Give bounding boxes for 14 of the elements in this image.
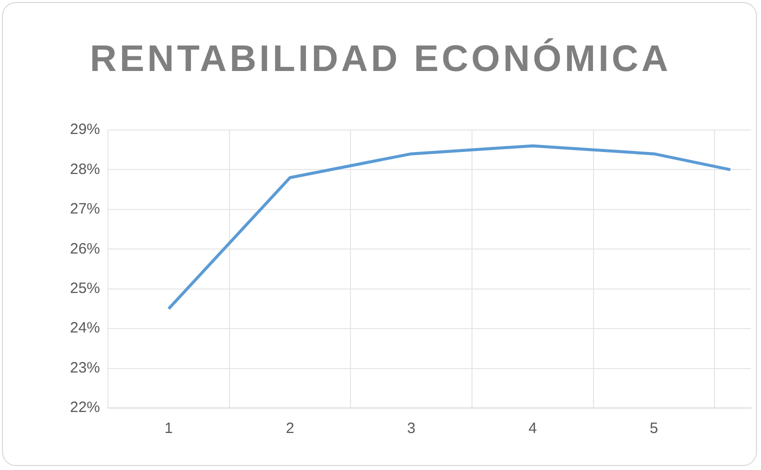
y-tick-label: 22%: [70, 399, 100, 416]
y-tick-label: 24%: [70, 320, 100, 337]
y-tick-label: 25%: [70, 280, 100, 297]
y-tick-label: 23%: [70, 359, 100, 376]
x-tick-label: 4: [528, 420, 537, 438]
chart-title: RENTABILIDAD ECONÓMICA: [88, 38, 672, 80]
x-tick-label: 3: [407, 420, 416, 438]
x-tick-label: 5: [650, 420, 658, 438]
x-tick-label: 2: [286, 420, 294, 438]
x-tick-label: 1: [164, 420, 173, 438]
y-tick-label: 26%: [70, 240, 100, 258]
y-tick-label: 29%: [70, 121, 100, 138]
y-tick-label: 27%: [70, 200, 100, 218]
y-tick-label: 28%: [70, 160, 100, 178]
